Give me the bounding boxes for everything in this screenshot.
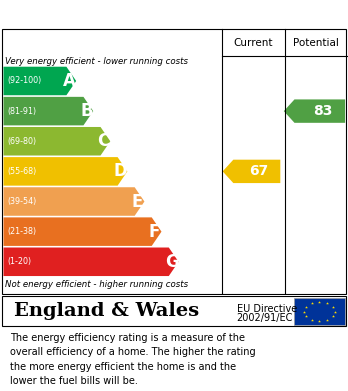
Text: (39-54): (39-54) xyxy=(8,197,37,206)
Text: (81-91): (81-91) xyxy=(8,107,37,116)
Polygon shape xyxy=(3,127,110,156)
Text: G: G xyxy=(165,253,179,271)
Text: 83: 83 xyxy=(313,104,332,118)
Polygon shape xyxy=(223,160,280,183)
Text: C: C xyxy=(97,132,110,150)
Bar xyxy=(294,298,345,325)
Text: The energy efficiency rating is a measure of the
overall efficiency of a home. T: The energy efficiency rating is a measur… xyxy=(10,333,256,386)
Polygon shape xyxy=(284,99,345,123)
Text: EU Directive: EU Directive xyxy=(237,304,297,314)
Text: F: F xyxy=(149,222,160,240)
Polygon shape xyxy=(3,187,144,216)
Text: A: A xyxy=(63,72,76,90)
Text: (92-100): (92-100) xyxy=(8,77,42,86)
Text: (55-68): (55-68) xyxy=(8,167,37,176)
Text: 67: 67 xyxy=(250,164,269,178)
Text: (21-38): (21-38) xyxy=(8,227,37,236)
Text: Current: Current xyxy=(234,38,273,48)
Polygon shape xyxy=(3,97,93,126)
Polygon shape xyxy=(3,217,161,246)
Polygon shape xyxy=(3,248,179,276)
Text: D: D xyxy=(114,162,127,180)
Text: 2002/91/EC: 2002/91/EC xyxy=(237,313,293,323)
Text: E: E xyxy=(132,192,143,210)
Text: B: B xyxy=(80,102,93,120)
Text: Potential: Potential xyxy=(293,38,339,48)
Text: (1-20): (1-20) xyxy=(8,257,32,266)
Text: (69-80): (69-80) xyxy=(8,137,37,146)
Polygon shape xyxy=(3,157,127,186)
Text: Very energy efficient - lower running costs: Very energy efficient - lower running co… xyxy=(5,57,188,66)
Text: Not energy efficient - higher running costs: Not energy efficient - higher running co… xyxy=(5,280,188,289)
Text: England & Wales: England & Wales xyxy=(14,303,199,321)
Polygon shape xyxy=(3,67,76,95)
Text: Energy Efficiency Rating: Energy Efficiency Rating xyxy=(10,7,232,22)
